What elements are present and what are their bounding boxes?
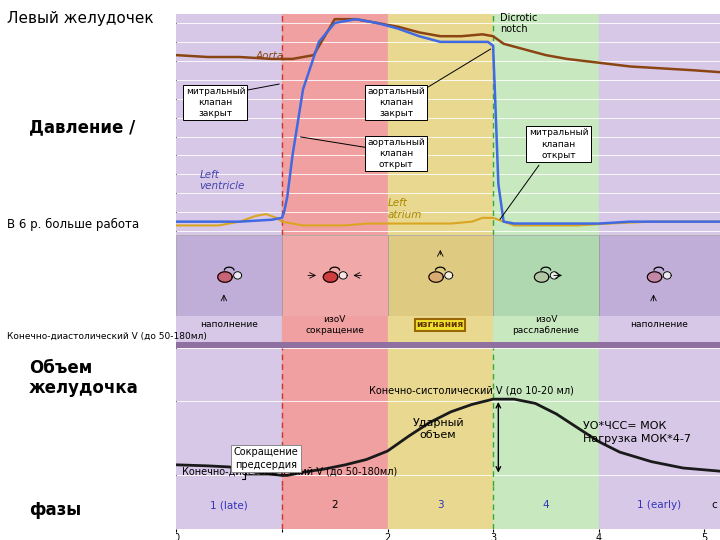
Text: Давление /: Давление / — [29, 118, 135, 136]
Polygon shape — [323, 272, 338, 282]
Bar — [282, 316, 387, 348]
Text: аортальный
клапан
закрыт: аортальный клапан закрыт — [367, 87, 425, 118]
Text: изгнания: изгнания — [417, 320, 464, 329]
Text: 3: 3 — [437, 501, 444, 510]
Text: Конечно-диастолический V (до 50-180мл): Конечно-диастолический V (до 50-180мл) — [7, 332, 207, 340]
Text: фазы: фазы — [29, 501, 81, 519]
Bar — [387, 235, 493, 316]
Text: Left
ventricle: Left ventricle — [199, 170, 245, 192]
Bar — [282, 486, 387, 529]
Bar — [493, 348, 598, 486]
Text: 1 (early): 1 (early) — [636, 501, 681, 510]
Text: Объем
желудочка: Объем желудочка — [29, 359, 138, 397]
Text: аортальный
клапан
открыт: аортальный клапан открыт — [367, 138, 425, 169]
Bar — [176, 342, 720, 358]
Text: УО*ЧСС= МОК
Нагрузка МОК*4-7: УО*ЧСС= МОК Нагрузка МОК*4-7 — [582, 421, 690, 443]
Text: Ударный
объем: Ударный объем — [413, 418, 464, 440]
Bar — [598, 316, 720, 348]
Text: 2: 2 — [331, 501, 338, 510]
Bar — [493, 14, 598, 235]
Text: Левый желудочек: Левый желудочек — [7, 11, 154, 26]
Text: 4: 4 — [543, 501, 549, 510]
Text: митральный
клапан
закрыт: митральный клапан закрыт — [186, 87, 246, 118]
Bar — [282, 348, 387, 486]
Polygon shape — [445, 272, 453, 279]
Text: Сокращение
предсердия: Сокращение предсердия — [234, 447, 299, 470]
Polygon shape — [550, 272, 558, 279]
Bar — [598, 348, 720, 486]
Bar — [387, 316, 493, 348]
Bar — [176, 348, 282, 486]
Polygon shape — [339, 272, 347, 279]
Bar — [598, 235, 720, 316]
Bar — [176, 316, 282, 348]
Bar — [387, 348, 493, 486]
Text: В 6 р. больше работа: В 6 р. больше работа — [7, 218, 140, 231]
Text: c: c — [712, 501, 718, 510]
Bar — [598, 486, 720, 529]
Polygon shape — [663, 272, 671, 279]
Bar — [282, 235, 387, 316]
Text: 1 (late): 1 (late) — [210, 501, 248, 510]
Text: Конечно-систолический V (до 10-20 мл): Конечно-систолический V (до 10-20 мл) — [369, 386, 573, 396]
Bar — [493, 235, 598, 316]
Bar — [176, 14, 282, 235]
Text: Конечно-диастолический V (до 50-180мл): Конечно-диастолический V (до 50-180мл) — [181, 467, 397, 476]
Bar — [176, 235, 282, 316]
Text: Left
atrium: Left atrium — [387, 198, 422, 220]
Bar — [282, 14, 387, 235]
Polygon shape — [534, 272, 549, 282]
Text: изоV
расслабление: изоV расслабление — [513, 315, 580, 335]
Bar — [493, 486, 598, 529]
Polygon shape — [647, 272, 662, 282]
Polygon shape — [233, 272, 242, 279]
Bar — [387, 486, 493, 529]
Text: наполнение: наполнение — [631, 320, 688, 329]
Text: митральный
клапан
открыт: митральный клапан открыт — [528, 129, 588, 160]
Text: Aorta: Aorta — [256, 51, 284, 61]
Text: наполнение: наполнение — [200, 320, 258, 329]
Polygon shape — [429, 272, 444, 282]
Bar — [493, 316, 598, 348]
Bar — [598, 14, 720, 235]
Bar — [176, 486, 282, 529]
Polygon shape — [217, 272, 232, 282]
Text: изоV
сокращение: изоV сокращение — [305, 315, 364, 335]
Bar — [387, 14, 493, 235]
Text: Dicrotic
notch: Dicrotic notch — [500, 13, 538, 35]
